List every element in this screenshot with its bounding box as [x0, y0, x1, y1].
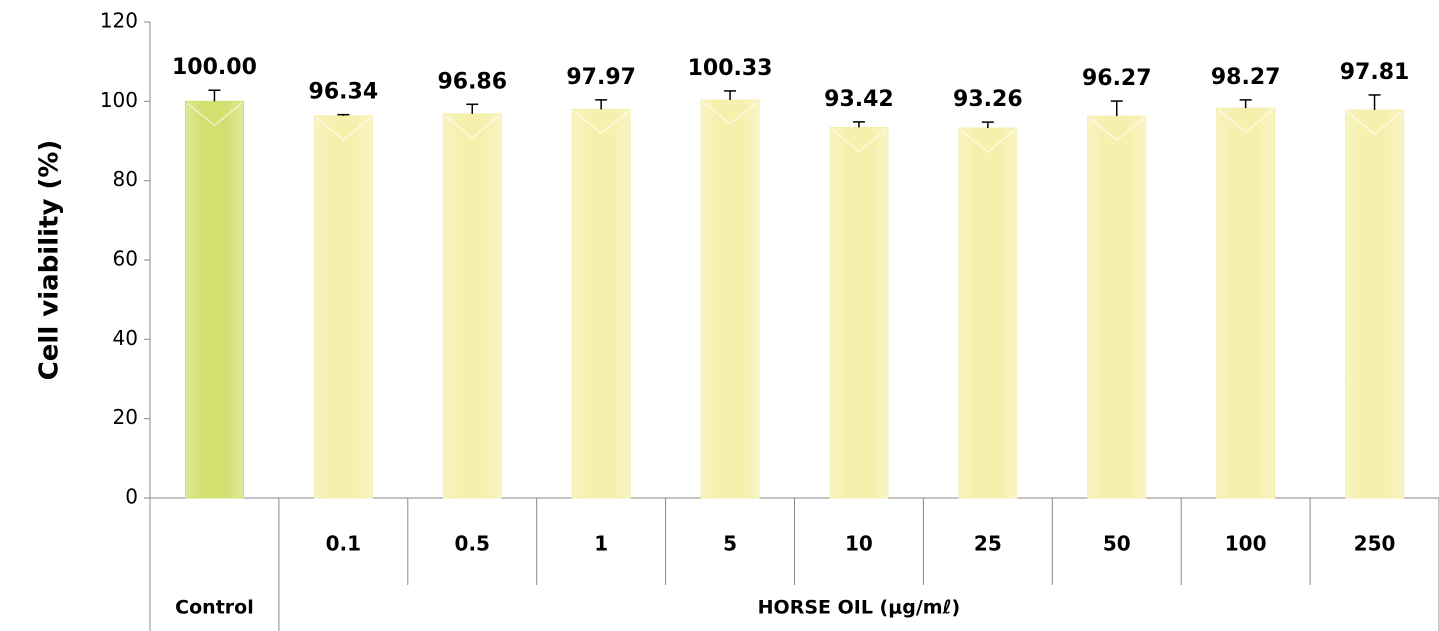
- value-label: 96.34: [309, 80, 379, 105]
- x-tick-label: 100: [1225, 532, 1267, 556]
- y-tick-label: 60: [113, 247, 138, 271]
- value-label: 98.27: [1211, 65, 1281, 90]
- y-tick-label: 100: [100, 88, 138, 112]
- value-label: 96.27: [1082, 66, 1152, 91]
- bar-bevel: [1218, 109, 1274, 134]
- bar-bevel: [1347, 111, 1403, 135]
- x-tick-label: 0.5: [455, 532, 490, 556]
- y-tick-label: 120: [100, 9, 138, 33]
- bar: [958, 127, 1018, 499]
- x-tick-label: 1: [594, 532, 608, 556]
- bar-bevel: [444, 115, 500, 139]
- group-label: Control: [175, 597, 254, 619]
- bar-bevel: [702, 101, 758, 125]
- x-tick-label: 0.1: [326, 532, 361, 556]
- bar: [571, 108, 631, 499]
- x-tick-label: 250: [1354, 532, 1396, 556]
- bar: [442, 113, 502, 499]
- value-label: 97.97: [566, 65, 636, 90]
- bar: [313, 115, 373, 499]
- value-label: 96.86: [437, 69, 507, 94]
- y-tick-label: 80: [113, 167, 138, 191]
- bar: [1087, 115, 1147, 499]
- value-label: 97.81: [1340, 60, 1410, 85]
- bar: [700, 99, 760, 499]
- bar-bevel: [960, 129, 1016, 154]
- bar: [1216, 107, 1276, 499]
- value-label: 93.42: [824, 87, 894, 112]
- bar-bevel: [573, 110, 629, 135]
- bar-bevel: [315, 117, 371, 141]
- bar: [1345, 109, 1405, 499]
- y-tick-label: 0: [125, 485, 138, 509]
- x-tick-label: 10: [845, 532, 873, 556]
- bar-bevel: [831, 128, 887, 153]
- value-label: 93.26: [953, 87, 1023, 112]
- y-axis-title: Cell viability (%): [35, 140, 65, 381]
- value-label: 100.00: [172, 55, 257, 80]
- y-tick-label: 20: [113, 405, 138, 429]
- x-tick-label: 50: [1103, 532, 1131, 556]
- bar: [829, 126, 889, 499]
- bar-bevel: [186, 102, 242, 127]
- x-tick-label: 5: [723, 532, 737, 556]
- value-label: 100.33: [688, 56, 773, 81]
- bar-bevel: [1089, 117, 1145, 142]
- bar: [184, 100, 244, 499]
- group-label: HORSE OIL (μg/mℓ): [758, 597, 961, 619]
- y-tick-label: 40: [113, 326, 138, 350]
- x-tick-label: 25: [974, 532, 1002, 556]
